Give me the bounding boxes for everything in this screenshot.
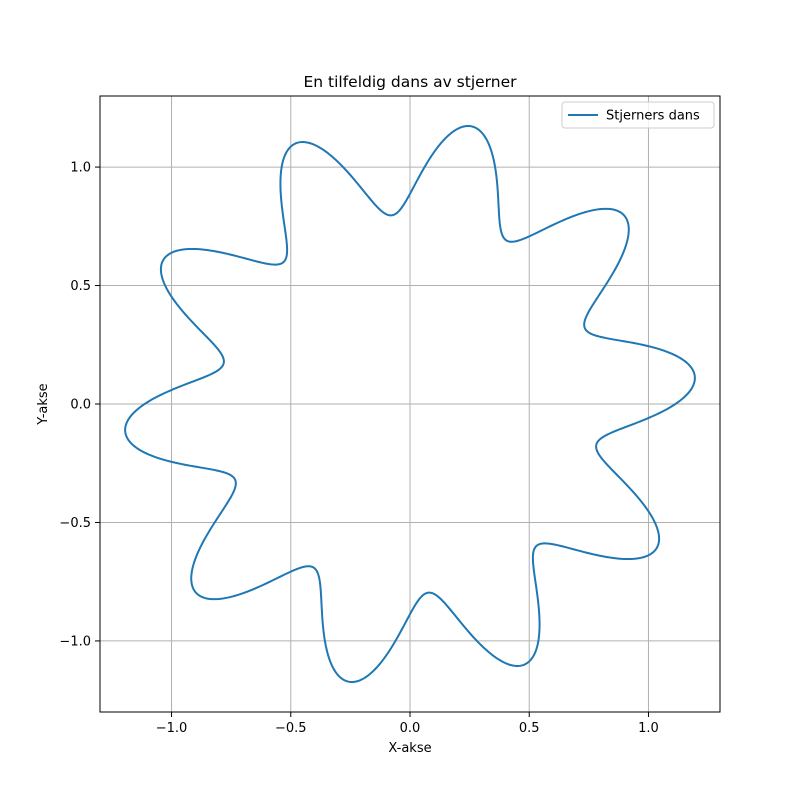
x-tick-label: 1.0	[638, 721, 659, 736]
y-tick-label: 1.0	[70, 161, 91, 176]
plot-area	[124, 125, 696, 683]
y-axis-label: Y-akse	[36, 383, 51, 425]
legend-box	[561, 101, 715, 129]
y-axis: −1.0 −0.5 0.0 0.5 1.0	[59, 161, 100, 649]
y-tick-label: 0.0	[70, 398, 91, 413]
legend: Stjerners dans	[561, 101, 715, 129]
x-tick-label: −1.0	[156, 721, 188, 736]
chart-title: En tilfeldig dans av stjerner	[303, 73, 517, 91]
x-tick-label: 0.5	[519, 721, 540, 736]
x-axis: −1.0 −0.5 0.0 0.5 1.0	[156, 712, 659, 736]
y-tick-label: 0.5	[70, 279, 91, 294]
grid	[100, 96, 720, 712]
y-tick-label: −1.0	[59, 634, 91, 649]
x-tick-label: 0.0	[400, 721, 421, 736]
legend-label: Stjerners dans	[606, 109, 700, 124]
x-tick-label: −0.5	[275, 721, 307, 736]
series-line-stjerners-dans	[124, 125, 696, 683]
x-axis-label: X-akse	[388, 741, 431, 756]
y-tick-label: −0.5	[59, 516, 91, 531]
